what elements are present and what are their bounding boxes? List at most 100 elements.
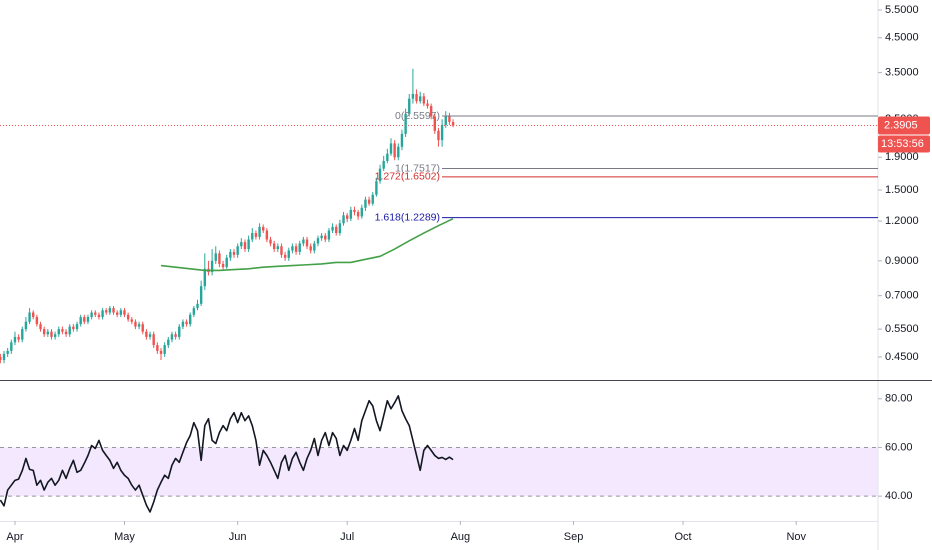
candle-body (367, 199, 371, 204)
candle-body (35, 317, 39, 325)
y-tick-label: 1.2000 (885, 215, 919, 227)
candle-body (221, 263, 225, 268)
candle-body (112, 308, 115, 313)
candle-body (342, 215, 345, 224)
candle-body (353, 209, 356, 213)
candle-body (152, 334, 155, 346)
candle-body (86, 317, 90, 322)
candle-body (32, 312, 35, 318)
y-tick-label: 0.5500 (885, 323, 919, 335)
candle-body (126, 314, 130, 320)
y-tick-label: 80.00 (885, 393, 913, 405)
candle-body (360, 207, 363, 217)
candle-body (418, 96, 422, 102)
candle-body (79, 317, 82, 325)
fib-level-label: 1.272(1.6502) (375, 171, 440, 183)
x-tick-label: Nov (786, 531, 806, 543)
x-tick-label: Aug (451, 531, 471, 543)
candle-body (382, 160, 385, 169)
candle-body (386, 153, 389, 161)
candle-body (294, 246, 298, 252)
candle-body (291, 246, 294, 251)
candle-body (371, 194, 374, 204)
last-price-label: 2.3905 (884, 119, 918, 131)
x-tick-label: May (114, 531, 135, 543)
x-tick-label: Jun (229, 531, 247, 543)
candle-body (17, 336, 20, 340)
candle-body (75, 324, 79, 330)
candle-body (276, 246, 280, 250)
candle-body (254, 233, 258, 237)
candle-body (313, 243, 316, 251)
x-tick-label: Oct (674, 531, 691, 543)
candle-body (408, 98, 411, 114)
candle-body (262, 226, 265, 231)
y-tick-label: 40.00 (885, 490, 913, 502)
candle-body (101, 310, 104, 318)
candle-body (269, 239, 272, 244)
candle-body (225, 257, 228, 268)
last-price-box (878, 116, 930, 135)
candle-body (196, 303, 199, 309)
candle-body (393, 143, 396, 158)
candle-body (163, 345, 166, 354)
candle-body (170, 334, 174, 340)
candle-body (90, 312, 93, 318)
candle-body (218, 253, 221, 264)
candle-body (364, 199, 367, 208)
candle-body (0, 356, 2, 361)
y-tick-label: 0.9000 (885, 255, 919, 267)
candle-body (433, 116, 437, 131)
candle-body (83, 317, 86, 322)
candle-body (115, 312, 119, 315)
candle-body (189, 314, 192, 325)
candle-body (437, 130, 440, 141)
candle-body (247, 239, 250, 250)
candle-body (272, 243, 276, 250)
candle-body (2, 353, 6, 361)
candle-body (185, 321, 188, 325)
candle-body (229, 251, 232, 258)
candle-body (68, 326, 71, 335)
candle-body (375, 181, 378, 195)
candle-body (356, 212, 360, 217)
candle-body (251, 233, 254, 240)
candle-body (265, 230, 269, 240)
candle-body (97, 314, 101, 318)
candle-body (389, 143, 393, 154)
candle-body (415, 93, 418, 102)
countdown-box (878, 135, 930, 153)
candle-body (280, 246, 283, 255)
countdown-label: 13:53:56 (881, 138, 924, 150)
candle-body (199, 286, 203, 304)
candle-body (137, 324, 141, 327)
candle-body (10, 342, 13, 351)
candle-body (72, 326, 75, 330)
candle-body (94, 312, 97, 315)
candle-body (397, 146, 400, 158)
candle-body (119, 310, 123, 315)
candle-body (61, 329, 64, 332)
candle-body (378, 168, 382, 182)
candle-body (141, 324, 144, 332)
candle-body (174, 334, 177, 337)
band (0, 447, 878, 497)
x-tick-label: Sep (564, 531, 584, 543)
candle-body (302, 239, 305, 244)
candle-body (192, 308, 196, 315)
candle-body (46, 331, 50, 335)
candle-body (145, 331, 148, 337)
candle-body (123, 310, 126, 315)
candle-body (444, 116, 447, 125)
candle-body (178, 326, 181, 337)
background-layer (0, 447, 878, 497)
candle-body (24, 321, 28, 330)
candle-body (309, 246, 312, 251)
fib-level-label: 1(1.7517) (395, 162, 440, 174)
candle-body (210, 260, 214, 273)
candle-body (429, 106, 433, 117)
candle-body (400, 133, 404, 147)
candle-body (240, 242, 243, 247)
candle-body (327, 230, 331, 240)
